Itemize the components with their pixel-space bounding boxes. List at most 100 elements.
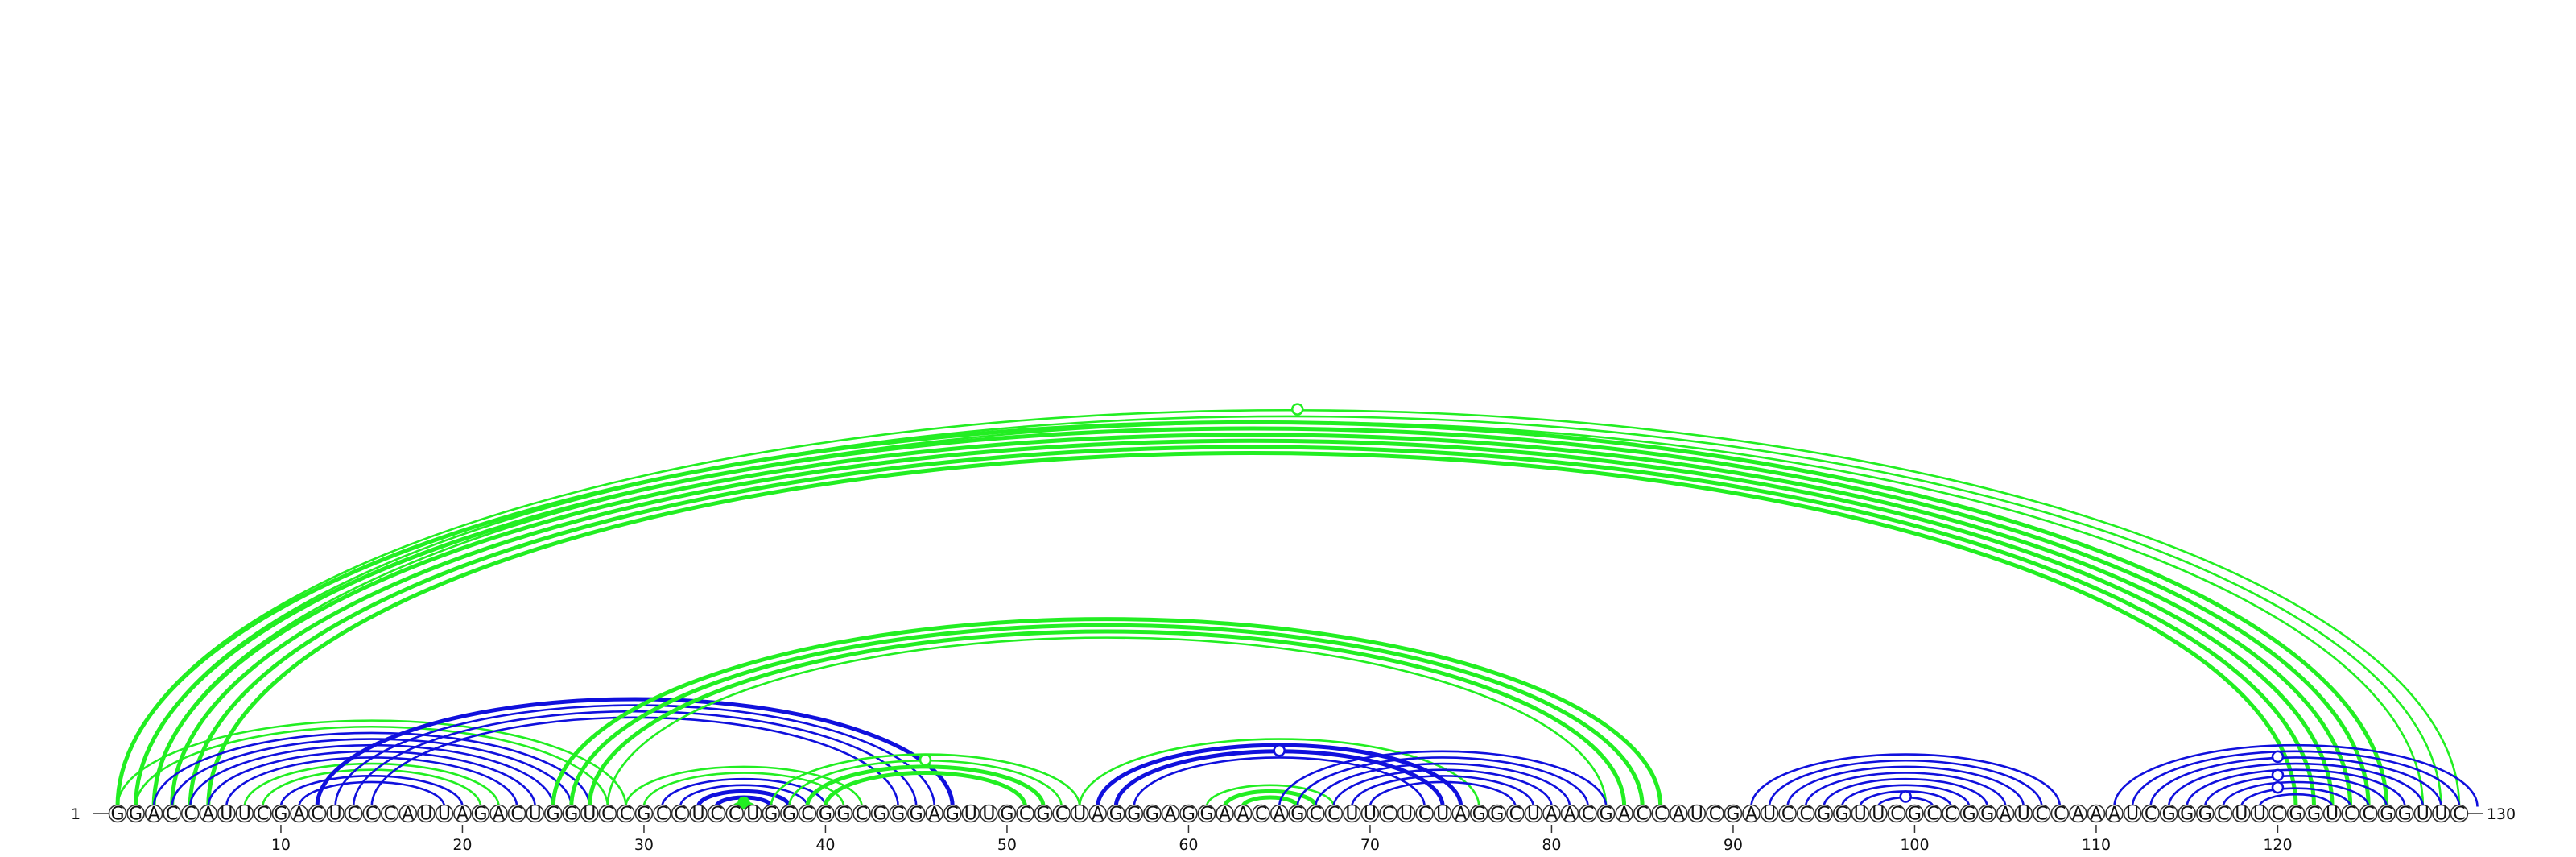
nucleotide: G bbox=[271, 805, 291, 825]
nucleotide: C bbox=[2214, 805, 2233, 825]
nucleotide-letter: G bbox=[1600, 805, 1613, 825]
nucleotide: C bbox=[852, 805, 871, 825]
nucleotide-letter: C bbox=[2054, 805, 2066, 825]
nucleotide-letter: U bbox=[529, 805, 542, 825]
nucleotide: A bbox=[2087, 805, 2106, 825]
nucleotide-letter: U bbox=[1872, 805, 1885, 825]
nucleotide: U bbox=[1070, 805, 1089, 825]
nucleotide-letter: C bbox=[856, 805, 868, 825]
nucleotide-letter: G bbox=[637, 805, 650, 825]
nucleotide: G bbox=[1197, 805, 1216, 825]
nucleotide-letter: U bbox=[419, 805, 432, 825]
nucleotide: C bbox=[254, 805, 272, 825]
base-pair-arcs bbox=[118, 408, 2479, 807]
nucleotide: A bbox=[2105, 805, 2124, 825]
nucleotide-letter: G bbox=[2180, 805, 2194, 825]
nucleotide-letter: A bbox=[1455, 805, 1467, 825]
nucleotide-letter: C bbox=[2272, 805, 2284, 825]
nucleotide: U bbox=[743, 805, 762, 825]
nucleotide: U bbox=[1760, 805, 1779, 825]
nucleotide-letter: A bbox=[1164, 805, 1176, 825]
nucleotide: U bbox=[1524, 805, 1543, 825]
base-pair-arc bbox=[1351, 775, 1535, 807]
nucleotide-letter: C bbox=[1926, 805, 1938, 825]
nucleotide: C bbox=[362, 805, 382, 825]
nucleotide-letter: C bbox=[1255, 805, 1267, 825]
nucleotide-letter: U bbox=[964, 805, 977, 825]
nucleotide-letter: U bbox=[1364, 805, 1377, 825]
base-pair-arc bbox=[2222, 780, 2370, 807]
nucleotide: U bbox=[1343, 805, 1361, 825]
nucleotide: U bbox=[1397, 805, 1416, 825]
nucleotide-letter: U bbox=[583, 805, 596, 825]
base-pair-arc bbox=[334, 704, 936, 807]
nucleotide-letter: G bbox=[873, 805, 887, 825]
base-pair-arc bbox=[1315, 762, 1571, 807]
nucleotide-letter: C bbox=[1637, 805, 1649, 825]
nucleotide: A bbox=[1996, 805, 2015, 825]
nucleotide-letter: A bbox=[1563, 805, 1575, 825]
nucleotide: C bbox=[507, 805, 526, 825]
nucleotide-letter: C bbox=[1509, 805, 1521, 825]
nucleotide-letter: U bbox=[220, 805, 233, 825]
arc-marker bbox=[2271, 768, 2285, 782]
nucleotide: G bbox=[1959, 805, 1979, 825]
nucleotide-letter: G bbox=[2162, 805, 2176, 825]
nucleotide-letter: U bbox=[2253, 805, 2266, 825]
nucleotide-letter: C bbox=[347, 805, 359, 825]
nucleotide-letter: U bbox=[2434, 805, 2447, 825]
nucleotide-letter: A bbox=[2000, 805, 2012, 825]
nucleotide-letter: A bbox=[1219, 805, 1231, 825]
nucleotide-letter: C bbox=[674, 805, 686, 825]
nucleotide-letter: G bbox=[1980, 805, 1994, 825]
nucleotide-letter: C bbox=[710, 805, 722, 825]
base-pair-arc bbox=[154, 422, 2423, 806]
nucleotide: U bbox=[1869, 805, 1888, 825]
nucleotide-letter: U bbox=[2235, 805, 2248, 825]
nucleotide-letter: U bbox=[329, 805, 342, 825]
nucleotide: G bbox=[997, 805, 1017, 825]
base-pair-arc bbox=[1133, 756, 1426, 807]
nucleotide-letter: C bbox=[729, 805, 741, 825]
base-pair-arc bbox=[1804, 772, 2007, 807]
nucleotide-letter: U bbox=[2326, 805, 2339, 825]
nucleotide-letter: C bbox=[1654, 805, 1666, 825]
nucleotide-letter: G bbox=[910, 805, 923, 825]
nucleotide: U bbox=[2014, 805, 2033, 825]
nucleotide: C bbox=[163, 805, 181, 825]
axis-tick-label: 40 bbox=[815, 836, 835, 854]
arc-markers bbox=[737, 403, 2285, 809]
nucleotide-letter: C bbox=[601, 805, 613, 825]
base-pair-arc bbox=[1840, 784, 1971, 807]
nucleotide-letter: U bbox=[2017, 805, 2030, 825]
nucleotide: G bbox=[1832, 805, 1852, 825]
nucleotide-letter: G bbox=[2380, 805, 2393, 825]
nucleotide: C bbox=[1796, 805, 1815, 825]
base-pair-arc bbox=[625, 765, 863, 807]
nucleotide: C bbox=[1887, 805, 1906, 825]
nucleotide: A bbox=[1560, 805, 1579, 825]
nucleotide-letter: C bbox=[1310, 805, 1322, 825]
nucleotide: C bbox=[1252, 805, 1270, 825]
nucleotide: G bbox=[1034, 805, 1053, 825]
nucleotide: G bbox=[1125, 805, 1144, 825]
base-pair-arc bbox=[1750, 753, 2062, 807]
nucleotide: C bbox=[1415, 805, 1434, 825]
nucleotide-letter: C bbox=[656, 805, 668, 825]
base-pair-arc bbox=[805, 764, 1046, 807]
nucleotide: U bbox=[2432, 805, 2450, 825]
nucleotide: A bbox=[1742, 805, 1761, 825]
nucleotide: C bbox=[1379, 805, 1397, 825]
nucleotide: A bbox=[1451, 805, 1470, 825]
nucleotide: G bbox=[1905, 805, 1924, 825]
nucleotide: C bbox=[1052, 805, 1071, 825]
nucleotide: C bbox=[1651, 805, 1670, 825]
base-pair-arc bbox=[606, 636, 1608, 807]
base-pair-arc bbox=[207, 750, 536, 807]
base-pair-arc bbox=[2167, 762, 2425, 807]
base-pair-arc bbox=[1205, 784, 1335, 807]
nucleotide-letter: C bbox=[1327, 805, 1340, 825]
base-pair-arc bbox=[2131, 750, 2461, 807]
nucleotide-letter: C bbox=[365, 805, 378, 825]
nucleotide: U bbox=[1687, 805, 1707, 825]
